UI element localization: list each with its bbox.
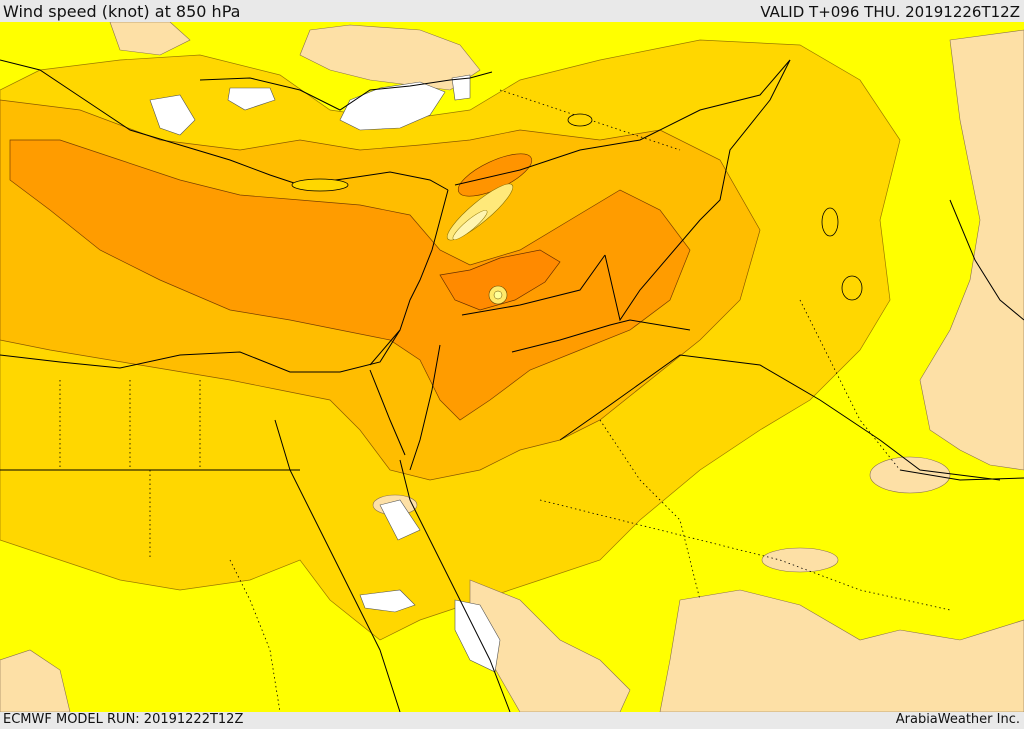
coastline-mediterranean-south — [0, 189, 449, 373]
field-light-patch-1 — [761, 547, 839, 573]
field-light-patch-2 — [869, 456, 951, 494]
valid-time: VALID T+096 THU. 20191226T12Z — [760, 3, 1020, 21]
border-jordan-saudi — [511, 319, 691, 353]
coastline-gulf-aqaba — [409, 344, 441, 471]
border-iraq-saudi — [559, 354, 1001, 481]
border-egypt-israel — [369, 329, 401, 366]
field-light-se — [659, 589, 1024, 712]
border-jordan-syria — [461, 254, 606, 316]
field-calm-1 — [339, 81, 446, 131]
field-calm-2 — [227, 87, 276, 111]
border-saudi-yemen — [899, 469, 1024, 481]
field-local-min-inner — [493, 290, 503, 300]
border-turkey-syria — [454, 59, 791, 186]
coastline-persian-gulf — [949, 199, 1024, 321]
field-ridge-light-2 — [452, 210, 488, 240]
field-light-sw — [0, 649, 71, 712]
coastline-gulf-suez — [369, 369, 406, 456]
coastline-red-sea-east — [399, 459, 511, 712]
model-run: ECMWF MODEL RUN: 20191222T12Z — [3, 712, 244, 727]
wind-speed-map — [0, 22, 1024, 712]
credit: ArabiaWeather Inc. — [895, 712, 1020, 727]
field-calm-6 — [379, 499, 421, 541]
field-calm-3 — [149, 94, 196, 136]
field-calm-5 — [359, 589, 416, 613]
header-bar: Wind speed (knot) at 850 hPa VALID T+096… — [0, 0, 1024, 22]
map-lakes — [291, 113, 863, 301]
field-jet-core — [439, 249, 561, 311]
footer-bar: ECMWF MODEL RUN: 20191222T12Z ArabiaWeat… — [0, 712, 1024, 729]
coastline-anatolia — [0, 59, 449, 191]
coastline-black-sea — [199, 71, 493, 111]
border-syria-iraq — [604, 59, 791, 322]
field-light-ne — [919, 29, 1024, 471]
map-title: Wind speed (knot) at 850 hPa — [3, 2, 241, 21]
field-light-nw — [109, 22, 191, 56]
field-calm-7 — [451, 74, 471, 101]
field-light-north — [299, 24, 481, 91]
